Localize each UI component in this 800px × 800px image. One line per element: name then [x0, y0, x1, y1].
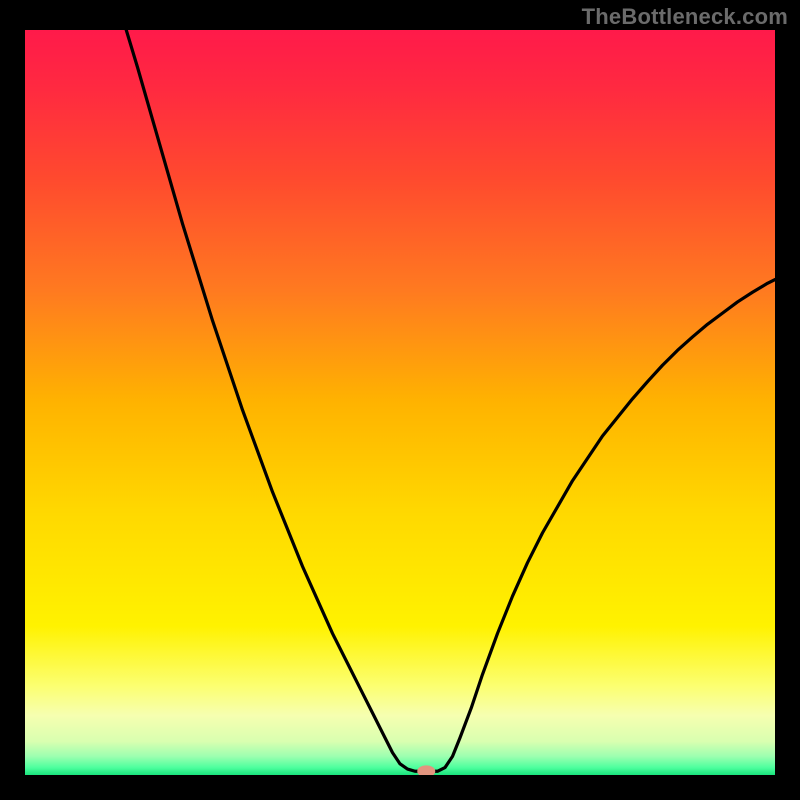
chart-stage: TheBottleneck.com: [0, 0, 800, 800]
bottleneck-chart: [0, 0, 800, 800]
chart-background: [25, 30, 775, 775]
